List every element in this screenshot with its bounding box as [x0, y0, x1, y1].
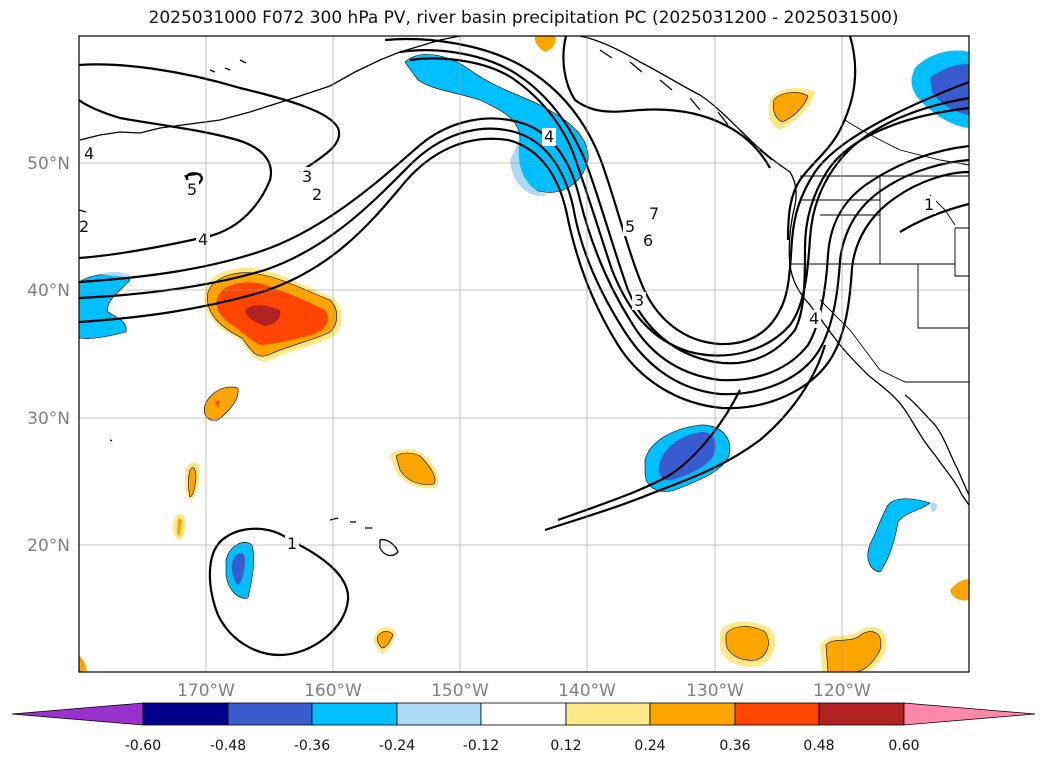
lon-label-140w: 140°W	[558, 681, 616, 701]
pv-contour-7	[384, 37, 969, 346]
lon-label-160w: 160°W	[304, 681, 362, 701]
pv-contour-east-closing	[562, 36, 771, 169]
colorbar-bin	[396, 702, 482, 726]
colorbar-bin	[311, 702, 398, 726]
lon-label-150w: 150°W	[431, 681, 489, 701]
pos-anomaly-north-edge	[534, 36, 556, 52]
colorbar-tick-label: 0.24	[634, 738, 665, 754]
contour-label: 7	[649, 204, 659, 223]
contour-label: 3	[634, 291, 644, 310]
coastline-alaska-peninsula	[79, 36, 461, 141]
pv-contour-outer-west	[79, 63, 341, 173]
colorbar-tick-label: -0.36	[294, 738, 330, 754]
pv-contour-1-closed	[208, 527, 350, 657]
contour-label: 1	[924, 195, 934, 214]
lon-label-170w: 170°W	[177, 681, 235, 701]
colorbar-bin	[818, 702, 905, 726]
contour-label: 1	[287, 534, 297, 553]
contour-labels: 4 5 2 4 3 2 4 7 5 6 3 4 1 1	[79, 127, 936, 553]
coastline-baja	[904, 394, 969, 496]
colorbar	[11, 702, 1036, 726]
contour-label: 3	[302, 167, 312, 186]
longitude-labels: 170°W 160°W 150°W 140°W 130°W 120°W	[177, 681, 871, 701]
colorbar-tick-label: -0.12	[463, 738, 499, 754]
colorbar-bin	[142, 702, 229, 726]
colorbar-extend-high	[903, 702, 1036, 726]
colorbar-tick-label: -0.60	[125, 738, 161, 754]
latitude-labels: 50°N 40°N 30°N 20°N	[27, 154, 70, 556]
pv-contour-5	[409, 57, 969, 357]
map-frame	[78, 35, 970, 673]
colorbar-tick-label: -0.24	[379, 738, 415, 754]
colorbar-ticks: -0.60 -0.48 -0.36 -0.24 -0.12 0.12 0.24 …	[125, 738, 920, 754]
colorbar-tick-label: 0.36	[719, 738, 750, 754]
lon-label-120w: 120°W	[813, 681, 871, 701]
colorbar-tick-label: 0.48	[803, 738, 834, 754]
lon-label-130w: 130°W	[686, 681, 744, 701]
contour-label: 2	[312, 185, 322, 204]
colorbar-bin	[649, 702, 736, 726]
contour-label: 5	[187, 180, 197, 199]
contour-label: 5	[625, 217, 635, 236]
colorbar-bin	[227, 702, 313, 726]
pos-anomaly-small-1	[203, 386, 239, 421]
contour-label: 6	[643, 231, 653, 250]
pv-contour-1-east	[786, 36, 857, 241]
colorbar-tick-label: 0.12	[550, 738, 581, 754]
pos-anomaly-se-edge	[950, 579, 969, 601]
pv-contour-4-west	[79, 99, 273, 260]
contour-label: 4	[198, 230, 208, 249]
colorbar-tick-label: 0.60	[888, 738, 919, 754]
graticule	[79, 36, 969, 672]
pv-contour-3-south-b	[557, 389, 741, 522]
pv-contour-6	[399, 49, 969, 365]
neg-anomaly-southeast	[867, 498, 931, 573]
lat-label-50n: 50°N	[27, 154, 70, 174]
colorbar-bin	[565, 702, 651, 726]
colorbar-bin	[480, 702, 567, 726]
contour-label: 4	[809, 309, 819, 328]
contour-label: 4	[544, 127, 554, 146]
contour-label: 2	[79, 217, 89, 236]
colorbar-extend-low	[11, 702, 144, 726]
pv-contour-outer-north	[899, 202, 969, 233]
coastline-hawaii	[329, 517, 399, 557]
colorbar-bin	[734, 702, 820, 726]
lat-label-20n: 20°N	[27, 536, 70, 556]
precip-shading	[79, 36, 969, 672]
contour-label: 4	[84, 144, 94, 163]
pv-contours	[79, 36, 969, 657]
chart-title: 2025031000 F072 300 hPa PV, river basin …	[148, 8, 899, 28]
pv-contour-3-south	[544, 344, 827, 532]
pos-anomaly-sw-corner	[79, 655, 87, 672]
colorbar-tick-label: -0.48	[210, 738, 246, 754]
neg-anomaly-subtropical-east-core	[658, 432, 717, 481]
lat-label-30n: 30°N	[27, 409, 70, 429]
lat-label-40n: 40°N	[27, 281, 70, 301]
pv-contour-2	[79, 117, 969, 382]
